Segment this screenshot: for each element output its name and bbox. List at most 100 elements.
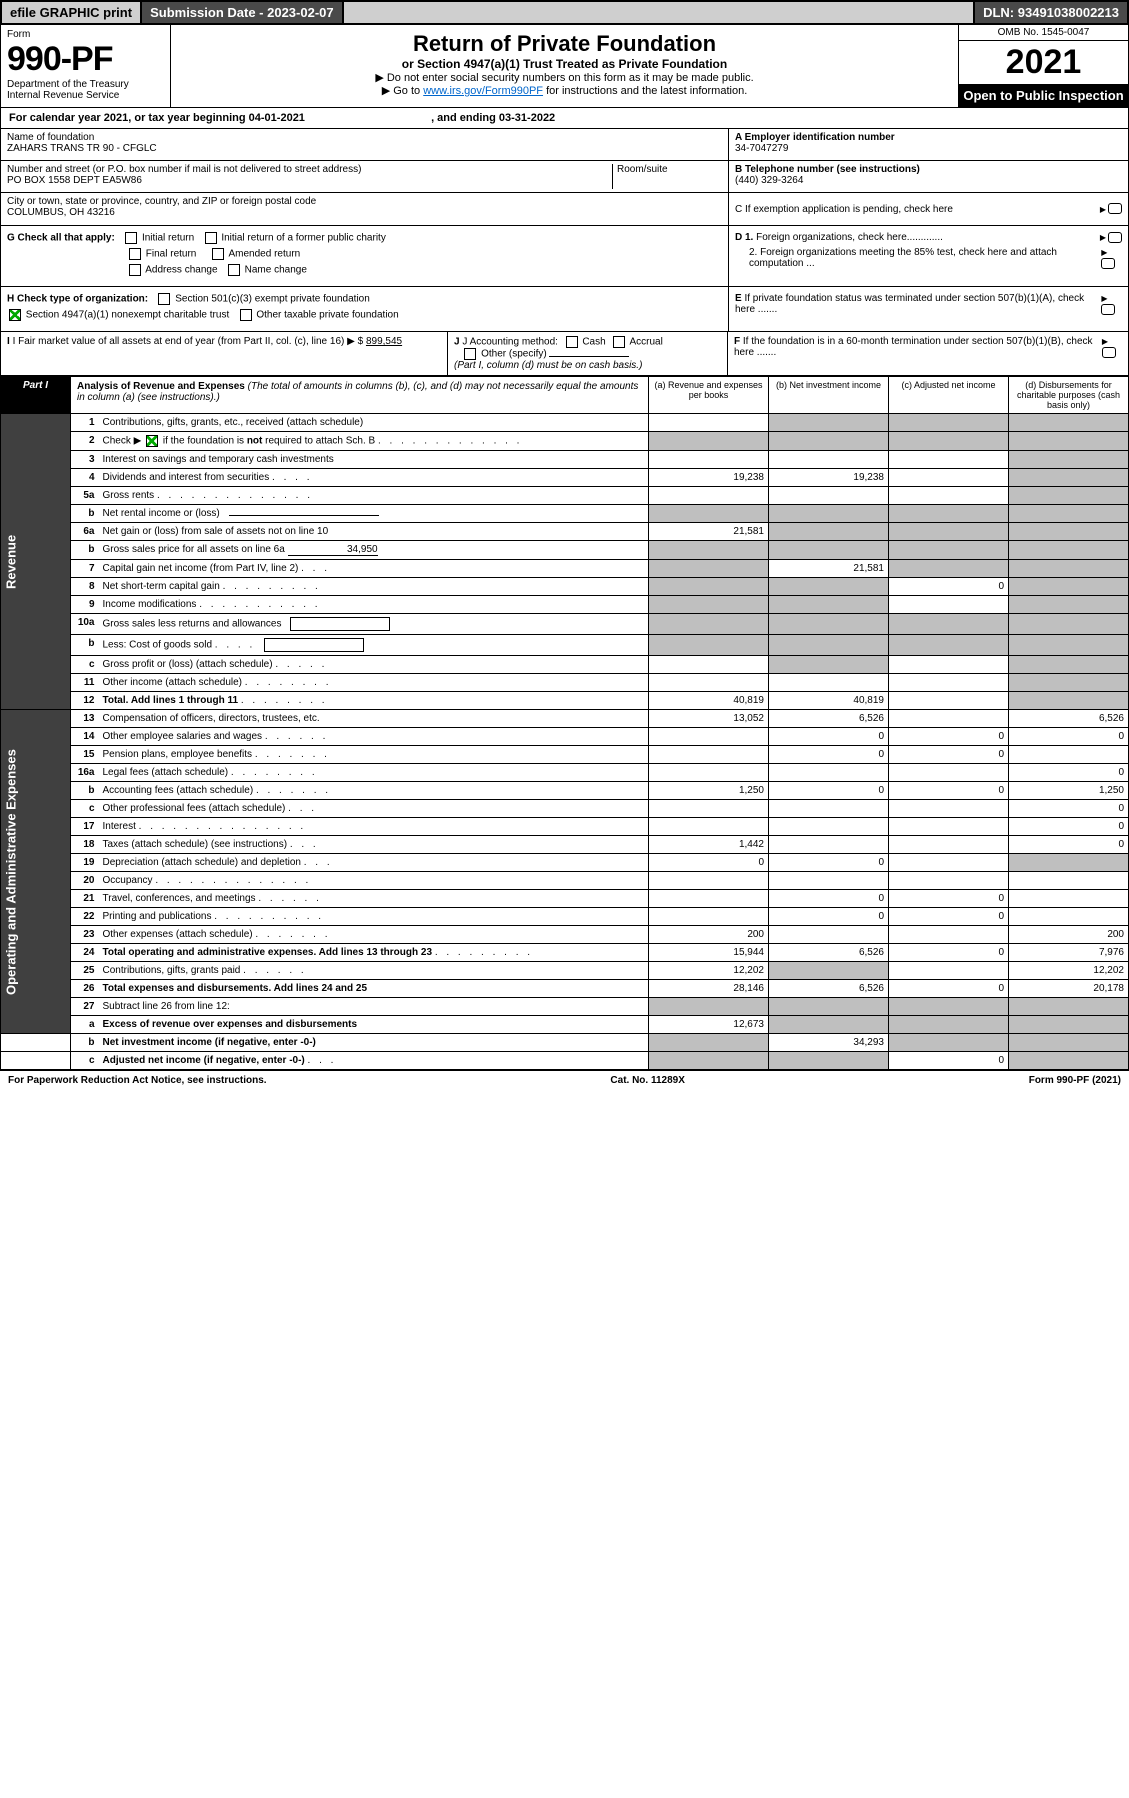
form-header: Form 990-PF Department of the Treasury I…	[0, 25, 1129, 108]
l27b-desc: Net investment income (if negative, ente…	[99, 1034, 649, 1052]
l7-b: 21,581	[769, 560, 889, 578]
l26-d: 20,178	[1009, 980, 1129, 998]
cb-amended[interactable]	[212, 248, 224, 260]
final-label: Final return	[146, 249, 197, 260]
city-row: City or town, state or province, country…	[1, 193, 728, 225]
note-url-pre: ▶ Go to	[382, 85, 423, 97]
check-block-gd: G Check all that apply: Initial return I…	[0, 226, 1129, 287]
l23-a: 200	[649, 926, 769, 944]
l24-b: 6,526	[769, 944, 889, 962]
l26-a: 28,146	[649, 980, 769, 998]
cb-schb[interactable]	[146, 435, 158, 447]
cb-final[interactable]	[129, 248, 141, 260]
h2-label: Section 4947(a)(1) nonexempt charitable …	[26, 310, 229, 321]
year-block: OMB No. 1545-0047 2021 Open to Public In…	[958, 25, 1128, 107]
l27b-b: 34,293	[769, 1034, 889, 1052]
c-checkbox[interactable]	[1108, 203, 1122, 214]
c-row: C If exemption application is pending, c…	[729, 193, 1128, 225]
l14-desc: Other employee salaries and wages . . . …	[99, 728, 649, 746]
subdate-value: 2023-02-07	[267, 5, 334, 20]
revenue-side-label: Revenue	[1, 414, 71, 710]
l14-c: 0	[889, 728, 1009, 746]
l10a-desc: Gross sales less returns and allowances	[99, 614, 649, 635]
cb-addr-change[interactable]	[129, 264, 141, 276]
l22-b: 0	[769, 908, 889, 926]
i-label: I Fair market value of all assets at end…	[13, 336, 345, 347]
l18-a: 1,442	[649, 836, 769, 854]
other-label: Other (specify)	[481, 349, 547, 360]
tel-row: B Telephone number (see instructions) (4…	[729, 161, 1128, 193]
ein-label: A Employer identification number	[735, 132, 1122, 143]
l19-desc: Depreciation (attach schedule) and deple…	[99, 854, 649, 872]
cb-cash[interactable]	[566, 336, 578, 348]
l21-desc: Travel, conferences, and meetings . . . …	[99, 890, 649, 908]
l6a-desc: Net gain or (loss) from sale of assets n…	[99, 523, 649, 541]
cb-initial-former[interactable]	[205, 232, 217, 244]
l13-a: 13,052	[649, 710, 769, 728]
cb-other-taxable[interactable]	[240, 309, 252, 321]
l5a-desc: Gross rents . . . . . . . . . . . . . .	[99, 487, 649, 505]
l16a-d: 0	[1009, 764, 1129, 782]
h-row2: Section 4947(a)(1) nonexempt charitable …	[7, 309, 722, 321]
initial-former-label: Initial return of a former public charit…	[221, 233, 386, 244]
l6b-val: 34,950	[288, 544, 378, 556]
cb-name-change[interactable]	[228, 264, 240, 276]
l23-desc: Other expenses (attach schedule) . . . .…	[99, 926, 649, 944]
cb-4947a1[interactable]	[9, 309, 21, 321]
l25-desc: Contributions, gifts, grants paid . . . …	[99, 962, 649, 980]
efile-tag: efile GRAPHIC print	[2, 2, 142, 23]
cb-initial[interactable]	[125, 232, 137, 244]
form-label: Form	[7, 29, 164, 40]
f-checkbox[interactable]	[1102, 347, 1116, 358]
l18-d: 0	[1009, 836, 1129, 854]
col-d-hdr: (d) Disbursements for charitable purpose…	[1009, 377, 1129, 414]
l15-c: 0	[889, 746, 1009, 764]
l22-desc: Printing and publications . . . . . . . …	[99, 908, 649, 926]
page-footer: For Paperwork Reduction Act Notice, see …	[0, 1070, 1129, 1090]
instructions-link[interactable]: www.irs.gov/Form990PF	[423, 85, 543, 97]
j-note: (Part I, column (d) must be on cash basi…	[454, 360, 642, 371]
l27a-a: 12,673	[649, 1016, 769, 1034]
l27c-desc: Adjusted net income (if negative, enter …	[99, 1052, 649, 1070]
d2-checkbox[interactable]	[1101, 258, 1115, 269]
e-row: E E If private foundation status was ter…	[735, 293, 1122, 315]
l26-desc: Total expenses and disbursements. Add li…	[99, 980, 649, 998]
address: PO BOX 1558 DEPT EA5W86	[7, 175, 612, 186]
g-row: G Check all that apply: Initial return I…	[7, 232, 722, 244]
cal-text-b: , and ending	[431, 112, 499, 124]
g-row3: Address change Name change	[7, 264, 722, 276]
cash-label: Cash	[582, 337, 605, 348]
l26-b: 6,526	[769, 980, 889, 998]
l2-desc: Check ▶ if the foundation is not require…	[99, 432, 649, 451]
l21-c: 0	[889, 890, 1009, 908]
i-prefix: ▶ $	[347, 336, 363, 347]
city-label: City or town, state or province, country…	[7, 196, 722, 207]
d1-checkbox[interactable]	[1108, 232, 1122, 243]
l5b-desc: Net rental income or (loss)	[99, 505, 649, 523]
l6b-desc: Gross sales price for all assets on line…	[99, 541, 649, 560]
name-row: Name of foundation ZAHARS TRANS TR 90 - …	[1, 129, 728, 161]
addr-label: Number and street (or P.O. box number if…	[7, 164, 612, 175]
cb-accrual[interactable]	[613, 336, 625, 348]
e-checkbox[interactable]	[1101, 304, 1115, 315]
d1-row: D 1. D 1. Foreign organizations, check h…	[735, 232, 1122, 243]
tel-value: (440) 329-3264	[735, 175, 1122, 186]
omb-number: OMB No. 1545-0047	[959, 25, 1128, 41]
j-block: J J Accounting method: Cash Accrual Othe…	[448, 332, 728, 375]
open-inspection: Open to Public Inspection	[959, 84, 1128, 107]
l4-desc: Dividends and interest from securities .…	[99, 469, 649, 487]
l16a-desc: Legal fees (attach schedule) . . . . . .…	[99, 764, 649, 782]
l27c-c: 0	[889, 1052, 1009, 1070]
analysis-table: Part I Analysis of Revenue and Expenses …	[0, 376, 1129, 1070]
l16c-d: 0	[1009, 800, 1129, 818]
ijf-block: I I Fair market value of all assets at e…	[0, 332, 1129, 376]
foundation-name: ZAHARS TRANS TR 90 - CFGLC	[7, 143, 722, 154]
l16b-b: 0	[769, 782, 889, 800]
city-value: COLUMBUS, OH 43216	[7, 207, 722, 218]
l27a-desc: Excess of revenue over expenses and disb…	[99, 1016, 649, 1034]
ein-row: A Employer identification number 34-7047…	[729, 129, 1128, 161]
l9-desc: Income modifications . . . . . . . . . .…	[99, 596, 649, 614]
i-block: I I Fair market value of all assets at e…	[1, 332, 448, 375]
cb-501c3[interactable]	[158, 293, 170, 305]
cb-other-method[interactable]	[464, 348, 476, 360]
